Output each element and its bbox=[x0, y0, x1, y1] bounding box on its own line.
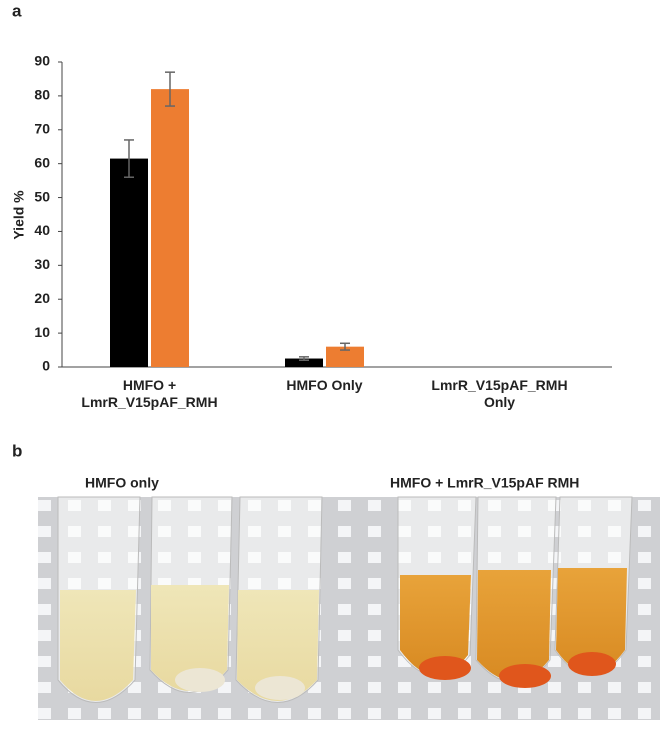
bar bbox=[285, 358, 323, 367]
error-bar bbox=[165, 71, 175, 107]
bar bbox=[151, 89, 189, 367]
y-tick-label: 90 bbox=[34, 53, 50, 69]
panel-label: a bbox=[12, 1, 22, 20]
y-tick-label: 20 bbox=[34, 290, 50, 306]
photo-label: HMFO + LmrR_V15pAF RMH bbox=[390, 475, 579, 491]
y-tick-label: 70 bbox=[34, 120, 50, 136]
error-bar bbox=[340, 342, 350, 351]
x-tick-label: HMFO Only bbox=[286, 377, 363, 393]
y-tick-label: 10 bbox=[34, 324, 50, 340]
x-tick-label: HMFO + LmrR_V15pAF_RMH bbox=[81, 377, 218, 410]
bar bbox=[326, 346, 364, 367]
bar bbox=[110, 158, 148, 367]
liquid bbox=[60, 568, 627, 701]
panel-label: b bbox=[12, 441, 22, 460]
y-tick-label: 50 bbox=[34, 188, 50, 204]
y-tick-label: 80 bbox=[34, 87, 50, 103]
y-tick-label: 40 bbox=[34, 222, 50, 238]
photo bbox=[38, 496, 660, 720]
y-tick-label: 30 bbox=[34, 256, 50, 272]
y-axis-label: Yield % bbox=[11, 190, 27, 240]
y-tick-label: 60 bbox=[34, 154, 50, 170]
error-bar bbox=[124, 139, 134, 178]
y-tick-label: 0 bbox=[42, 358, 50, 374]
x-tick-label: LmrR_V15pAF_RMH Only bbox=[431, 377, 568, 410]
photo-label: HMFO only bbox=[85, 475, 159, 491]
error-bar bbox=[299, 356, 309, 361]
